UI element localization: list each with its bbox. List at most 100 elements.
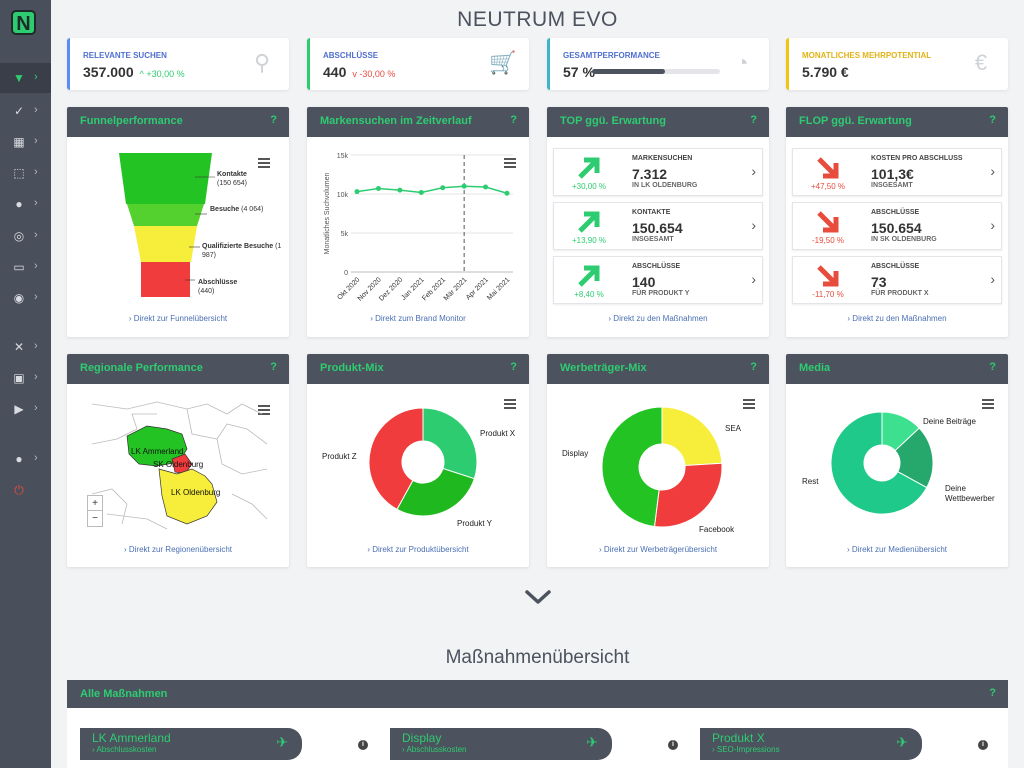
trend-link[interactable]: › Direkt zum Brand Monitor (370, 314, 466, 323)
flop-item[interactable]: +47,50 % KOSTEN PRO ABSCHLUSS 101,3€ INSGES… (792, 148, 1002, 196)
help-button[interactable]: ? (989, 361, 996, 373)
funnel-label-contacts: Kontakte (150 654) (217, 171, 247, 187)
sidebar-item-target[interactable]: ◎ › (0, 221, 51, 251)
menu-icon[interactable] (504, 158, 516, 168)
top-link[interactable]: › Direkt zu den Maßnahmen (608, 314, 708, 323)
help-button[interactable]: ? (750, 361, 757, 373)
delta-percent: +8,40 % (574, 290, 604, 299)
pie-slice (661, 406, 723, 467)
sidebar-item-eye[interactable]: ◉ › (0, 283, 51, 313)
zoom-out-button[interactable]: − (92, 513, 98, 524)
region-label: LK Ammerland (131, 447, 184, 456)
measure-card[interactable]: Display › Abschlusskosten ✈ i (390, 712, 684, 768)
calculator-icon: ▦ (13, 135, 25, 149)
info-icon[interactable]: i (358, 740, 368, 750)
sidebar-item-power[interactable]: ⏻ (0, 475, 51, 505)
menu-icon[interactable] (743, 399, 755, 409)
measure-card[interactable]: Produkt X › SEO-Impressions ✈ i (700, 712, 994, 768)
item-value: 140 (632, 274, 656, 290)
region-map[interactable] (67, 384, 289, 534)
kpi-label: ABSCHLÜSSE (323, 51, 379, 60)
menu-icon[interactable] (258, 405, 270, 415)
sidebar-item-play[interactable]: ▶ › (0, 394, 51, 424)
kpi-card[interactable]: RELEVANTE SUCHEN 357.000 ^ +30,00 % ⚲ (67, 38, 289, 90)
help-button[interactable]: ? (270, 361, 277, 373)
item-caption: ABSCHLÜSSE (871, 209, 920, 216)
help-button[interactable]: ? (270, 114, 277, 126)
produkt-link[interactable]: › Direkt zur Produktübersicht (367, 545, 469, 554)
delta-percent: +30,00 % (571, 182, 607, 191)
region-label: SK Oldenburg (153, 460, 204, 469)
funnel-label-visits: Besuche (4 064) (210, 206, 264, 213)
help-button[interactable]: ? (989, 114, 996, 126)
menu-icon[interactable] (504, 399, 516, 409)
sidebar-item-user[interactable]: ● › (0, 444, 51, 474)
help-button[interactable]: ? (510, 114, 517, 126)
funnel-label-qualified: Qualifizierte Besuche (1 987) (202, 243, 282, 259)
flop-item[interactable]: -11,70 % ABSCHLÜSSE 73 FÜR PRODUKT X › (792, 256, 1002, 304)
top-item[interactable]: +13,90 % KONTAKTE 150.654 INSGESAMT › (553, 202, 763, 250)
chevron-right-icon: › (34, 340, 38, 352)
sidebar-item-calculator[interactable]: ▦ › (0, 127, 51, 157)
flop-item[interactable]: -19,50 % ABSCHLÜSSE 150.654 IN SK OLDENBURG… (792, 202, 1002, 250)
sidebar-item-check[interactable]: ✓ › (0, 96, 51, 126)
app-logo[interactable]: N (11, 10, 36, 35)
chevron-right-icon: › (990, 271, 995, 287)
x-tick-label: Mai 2021 (486, 276, 511, 301)
sidebar-item-card[interactable]: ▭ › (0, 252, 51, 282)
funnel-chart (119, 153, 215, 297)
measure-card[interactable]: LK Ammerland › Abschlusskosten ✈ i (80, 712, 374, 768)
sidebar-item-lightbulb[interactable]: ● › (0, 189, 51, 219)
chevron-right-icon: › (34, 452, 38, 464)
info-icon[interactable]: i (978, 740, 988, 750)
funnel-stage-contacts (119, 153, 212, 204)
measure-subtitle: › Abschlusskosten (402, 745, 467, 754)
funnel-stage-visits (127, 204, 204, 226)
top-item[interactable]: +30,00 % MARKENSUCHEN 7.312 IN LK OLDENBURG… (553, 148, 763, 196)
arrow-up-right-icon (578, 211, 600, 233)
item-subtitle: INSGESAMT (632, 236, 674, 243)
kpi-card[interactable]: ABSCHLÜSSE 440 v -30,00 % 🛒 (307, 38, 529, 90)
item-caption: ABSCHLÜSSE (871, 263, 920, 270)
item-value: 101,3€ (871, 166, 914, 182)
item-subtitle: IN LK OLDENBURG (632, 182, 698, 189)
item-value: 73 (871, 274, 887, 290)
media-pie-chart (830, 411, 934, 515)
kpi-card[interactable]: GESAMTPERFORMANCE 57 % ◔ (547, 38, 769, 90)
help-button[interactable]: ? (750, 114, 757, 126)
produkt-card: Produkt-Mix? Produkt X Produkt Y Produkt… (307, 354, 529, 567)
sidebar-item-filter[interactable]: ▼ › (0, 63, 51, 93)
chevron-down-icon[interactable] (524, 588, 552, 606)
pie-label: Produkt Z (322, 452, 357, 461)
rocket-icon: ✈ (586, 734, 598, 750)
flop-card: FLOP ggü. Erwartung? +47,50 % KOSTEN PRO … (786, 107, 1008, 337)
tools-icon: ✕ (13, 340, 25, 354)
info-icon[interactable]: i (668, 740, 678, 750)
werbe-link[interactable]: › Direkt zur Werbeträgerübersicht (598, 545, 718, 554)
menu-icon[interactable] (982, 399, 994, 409)
card-title: TOP ggü. Erwartung (560, 115, 666, 127)
y-tick-label: 15k (337, 153, 349, 160)
x-tick-label: Mär 2021 (443, 276, 469, 302)
funnel-link[interactable]: › Direkt zur Funnelübersicht (128, 314, 228, 323)
kpi-card[interactable]: MONATLICHES MEHRPOTENTIAL 5.790 € € (786, 38, 1008, 90)
media-link[interactable]: › Direkt zur Medienübersicht (846, 545, 948, 554)
help-button[interactable]: ? (510, 361, 517, 373)
sidebar-item-lock[interactable]: ▣ › (0, 363, 51, 393)
help-button[interactable]: ? (989, 687, 996, 699)
card-title: Funnelperformance (80, 115, 183, 127)
top-card: TOP ggü. Erwartung? +30,00 % MARKENSUCHEN… (547, 107, 769, 337)
sidebar-item-tools[interactable]: ✕ › (0, 332, 51, 362)
zoom-in-button[interactable]: + (88, 496, 102, 511)
delta-percent: -11,70 % (812, 290, 844, 299)
lightbulb-icon: ● (15, 197, 23, 211)
item-subtitle: IN SK OLDENBURG (871, 236, 937, 243)
flop-link[interactable]: › Direkt zu den Maßnahmen (847, 314, 947, 323)
data-point (397, 187, 403, 193)
region-link[interactable]: › Direkt zur Regionenübersicht (123, 545, 233, 554)
sidebar-item-chart-flow[interactable]: ⬚ › (0, 158, 51, 188)
pie-label: Deine Wettbewerber (945, 484, 995, 503)
menu-icon[interactable] (258, 158, 270, 168)
y-tick-label: 0 (344, 270, 348, 277)
top-item[interactable]: +8,40 % ABSCHLÜSSE 140 FÜR PRODUKT Y › (553, 256, 763, 304)
